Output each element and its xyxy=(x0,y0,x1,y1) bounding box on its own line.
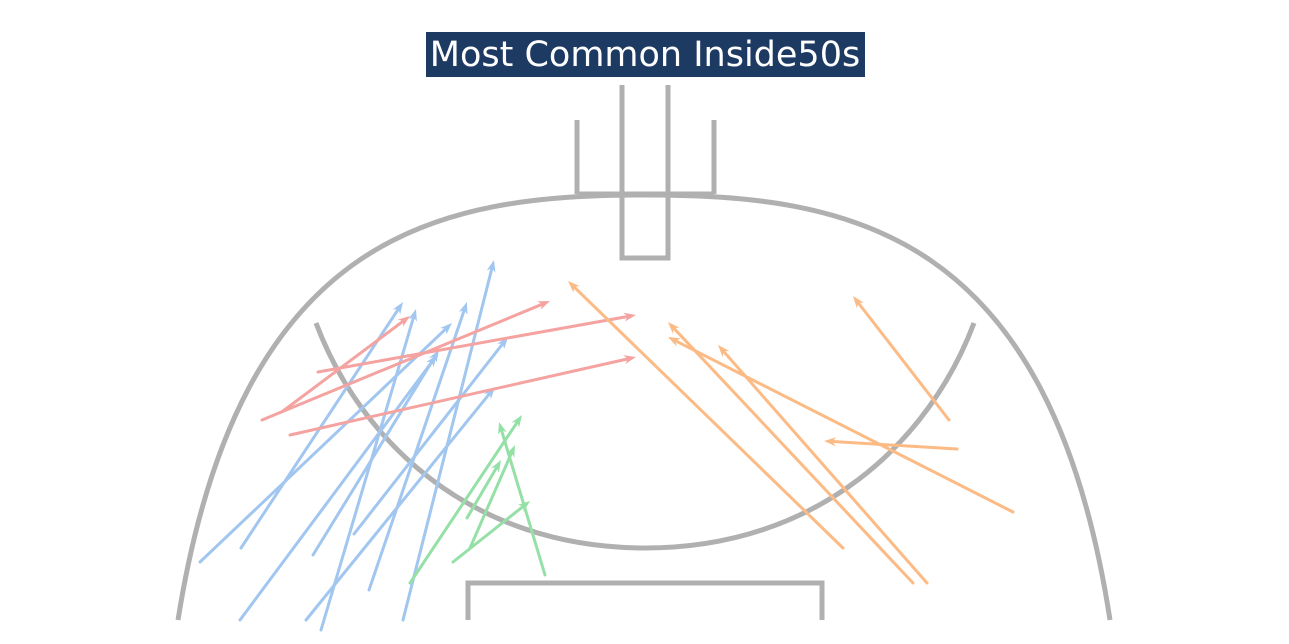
kick-arrow xyxy=(451,501,530,564)
kick-arrow-shaft xyxy=(401,267,494,622)
kick-arrow-head xyxy=(491,460,501,473)
kick-arrow xyxy=(468,445,515,550)
kick-arrow xyxy=(311,350,439,557)
fifty-metre-arc xyxy=(313,322,977,551)
kick-arrow-head xyxy=(497,337,508,350)
kick-arrow-shaft xyxy=(500,429,547,577)
kick-arrow xyxy=(198,323,452,564)
kick-arrow-shaft xyxy=(352,342,504,536)
kick-arrow xyxy=(718,345,929,585)
kick-arrow xyxy=(408,415,522,585)
kick-arrow-shaft xyxy=(408,420,519,585)
kick-arrow-shaft xyxy=(857,301,951,422)
kick-arrow-head xyxy=(498,422,507,435)
kick-arrow xyxy=(288,355,636,437)
kick-arrow-head xyxy=(440,323,452,335)
kick-arrows xyxy=(198,260,1015,632)
kick-arrow-head xyxy=(408,309,417,322)
kick-arrow-head xyxy=(458,302,468,315)
kick-arrow-shaft xyxy=(572,285,845,550)
kick-arrow-head xyxy=(392,302,403,315)
title-background xyxy=(426,32,865,77)
kick-arrow xyxy=(319,309,417,632)
goal-square xyxy=(619,195,671,261)
kick-arrow-head xyxy=(824,437,837,447)
kick-arrow-head xyxy=(486,260,496,273)
kick-arrow-shaft xyxy=(316,315,629,374)
kick-arrow-head xyxy=(668,337,681,347)
kick-arrow-head xyxy=(623,312,636,322)
kick-arrow-shaft xyxy=(674,339,1015,514)
kick-arrow xyxy=(668,337,1015,514)
kick-arrow-head xyxy=(568,281,580,293)
kick-arrow-shaft xyxy=(465,466,498,520)
kick-arrow xyxy=(568,281,845,550)
kick-arrow-head xyxy=(506,445,515,458)
kick-arrow-shaft xyxy=(831,440,959,451)
kick-arrow xyxy=(401,260,496,622)
kick-arrow-shaft xyxy=(468,451,513,550)
kick-arrow-head xyxy=(537,301,550,310)
kick-arrow xyxy=(824,437,959,451)
centre-square xyxy=(465,580,825,620)
kick-arrow-shaft xyxy=(319,316,415,632)
kick-arrow xyxy=(260,301,550,422)
kick-arrow xyxy=(316,312,636,374)
kick-arrow xyxy=(352,337,508,536)
kick-arrow xyxy=(465,460,501,520)
kick-arrow-head xyxy=(718,345,730,357)
kick-arrow xyxy=(668,322,915,585)
kick-arrow xyxy=(853,296,951,422)
kick-arrow xyxy=(367,302,468,592)
kick-arrow-head xyxy=(511,415,522,428)
kick-arrow-shaft xyxy=(288,357,629,437)
title: Most Common Inside50s xyxy=(430,35,860,75)
kick-arrow-shaft xyxy=(451,505,525,564)
title-badge: Most Common Inside50s xyxy=(426,32,865,77)
kick-arrow-shaft xyxy=(260,302,544,422)
kick-arrow-shaft xyxy=(238,360,434,622)
kick-arrow-shaft xyxy=(367,309,466,592)
kick-arrow-head xyxy=(397,316,410,327)
kick-arrow-shaft xyxy=(722,350,929,585)
kick-arrow-head xyxy=(428,350,439,363)
kick-arrow xyxy=(498,422,547,577)
kick-arrow-shaft xyxy=(672,327,915,585)
kick-arrow-shaft xyxy=(198,327,447,564)
kick-arrow-head xyxy=(623,355,636,365)
kick-arrow-head xyxy=(668,322,680,334)
kick-arrow-head xyxy=(853,296,864,309)
